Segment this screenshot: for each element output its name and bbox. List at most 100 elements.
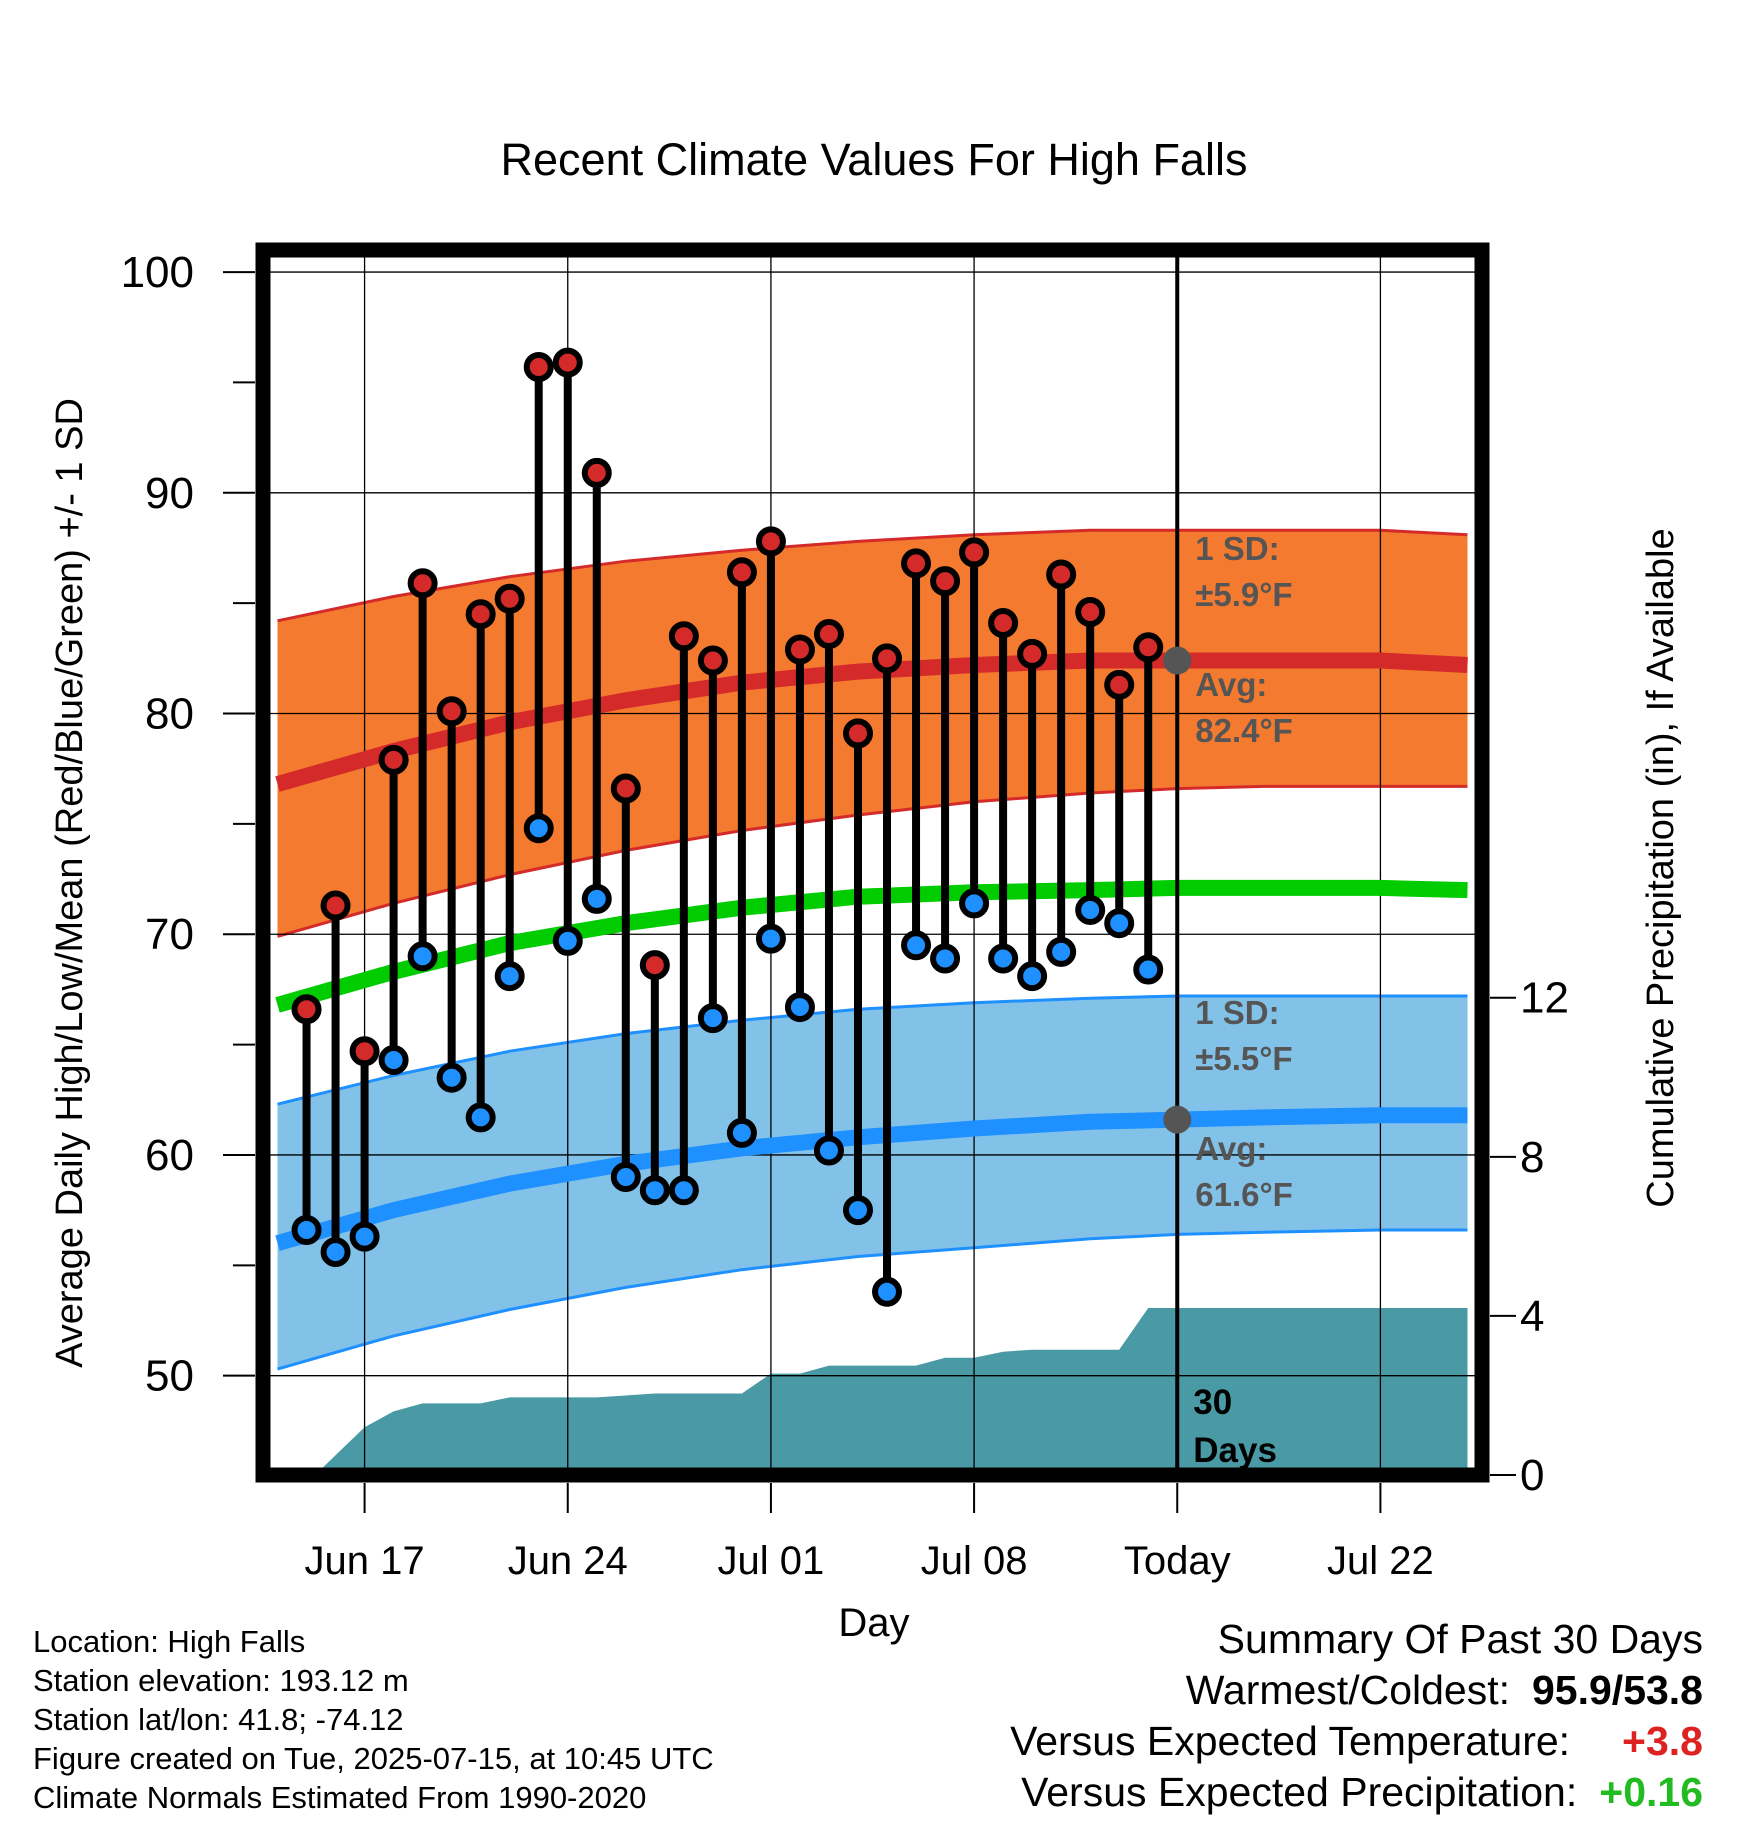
observed-low-point (639, 1175, 670, 1206)
summary-warm-cold-row: Warmest/Coldest: 95.9/53.8 (1010, 1665, 1703, 1716)
observed-high-point (465, 599, 496, 630)
observed-high-point (813, 619, 844, 650)
today-avg-low-marker (1163, 1105, 1192, 1134)
observed-high-point (552, 347, 583, 378)
low-sd-band-lower-edge (277, 1228, 1468, 1371)
observed-low-point (523, 813, 554, 844)
x-tick-label: Jul 01 (718, 1539, 825, 1583)
y2-axis-label: Cumulative Precipitation (in), If Availa… (1640, 528, 1682, 1207)
observed-high-point (726, 557, 757, 588)
observed-high-point (291, 994, 322, 1025)
observed-high-point (755, 526, 786, 557)
y-tick-label: 80 (145, 690, 194, 739)
observed-low-point (668, 1175, 699, 1206)
days-label: Days (1193, 1431, 1277, 1470)
summary-warm-cold-value: 95.9/53.8 (1532, 1667, 1703, 1713)
observed-high-point (407, 568, 438, 599)
x-tick-label: Jul 22 (1327, 1539, 1434, 1583)
today-avg-high-marker (1163, 646, 1192, 675)
y2-tick-label: 0 (1520, 1451, 1544, 1500)
observed-low-point (988, 943, 1019, 974)
observed-low-point (755, 923, 786, 954)
info-elevation: Station elevation: 193.12 m (33, 1663, 409, 1698)
observed-high-point (988, 608, 1019, 639)
normal-mean-line (275, 879, 1468, 1013)
observed-low-point (465, 1102, 496, 1133)
observed-low-point (842, 1195, 873, 1226)
observed-high-point (494, 583, 525, 614)
plot-area: 1 SD: ±5.9°F Avg: 82.4°F 1 SD: ±5.5°F Avg: 61.6… (121, 242, 1569, 1583)
observed-low-point (552, 925, 583, 956)
station-info: Location: High Falls Station elevation: … (33, 1622, 714, 1817)
days-count: 30 (1193, 1383, 1232, 1422)
high-sd-value: ±5.9°F (1195, 576, 1292, 613)
high-avg-label: Avg: (1195, 666, 1267, 703)
summary-warm-cold-label: Warmest/Coldest: (1185, 1667, 1510, 1713)
info-created: Figure created on Tue, 2025-07-15, at 10… (33, 1741, 714, 1776)
x-tick-label: Today (1124, 1539, 1231, 1583)
observed-high-point (1017, 638, 1048, 669)
observed-high-point (1133, 632, 1164, 663)
observed-low-point (1133, 954, 1164, 985)
low-sd-value: ±5.5°F (1195, 1040, 1292, 1077)
observed-high-point (668, 621, 699, 652)
observed-high-point (320, 890, 351, 921)
y-tick-label: 50 (145, 1352, 194, 1401)
observed-low-point (1046, 936, 1077, 967)
observed-low-point (872, 1276, 903, 1307)
info-location: Location: High Falls (33, 1624, 306, 1659)
observed-low-point (581, 883, 612, 914)
observed-high-point (1075, 596, 1106, 627)
observed-high-point (1104, 669, 1135, 700)
observed-high-point (378, 744, 409, 775)
observed-high-point (697, 645, 728, 676)
observed-high-point (872, 643, 903, 674)
observed-low-point (1017, 961, 1048, 992)
summary-temp-row: Versus Expected Temperature: +3.8 (1010, 1716, 1703, 1767)
x-tick-label: Jun 24 (508, 1539, 628, 1583)
high-avg-value: 82.4°F (1195, 712, 1293, 749)
info-latlon: Station lat/lon: 41.8; -74.12 (33, 1702, 404, 1737)
y2-tick-label: 12 (1520, 974, 1569, 1023)
plot-frame (255, 242, 1490, 1483)
observed-high-point (349, 1036, 380, 1067)
y-tick-label: 60 (145, 1131, 194, 1180)
observed-high-point (930, 566, 961, 597)
observed-low-point (1075, 894, 1106, 925)
y2-tick-label: 4 (1520, 1292, 1544, 1341)
low-sd-band (277, 996, 1468, 1370)
low-avg-value: 61.6°F (1195, 1176, 1293, 1213)
y-tick-label: 70 (145, 910, 194, 959)
observed-high-point (523, 351, 554, 382)
observed-low-point (320, 1237, 351, 1268)
observed-low-point (813, 1135, 844, 1166)
info-normals: Climate Normals Estimated From 1990-2020 (33, 1780, 647, 1815)
observed-high-point (581, 457, 612, 488)
low-sd-band-upper-edge (277, 994, 1468, 1106)
x-tick-label: Jun 17 (305, 1539, 425, 1583)
y-axis-label: Average Daily High/Low/Mean (Red/Blue/Gr… (49, 398, 91, 1368)
low-avg-label: Avg: (1195, 1130, 1267, 1167)
summary-precip-row: Versus Expected Precipitation: +0.16 (1010, 1767, 1703, 1818)
observed-low-point (1104, 908, 1135, 939)
observed-low-point (436, 1062, 467, 1093)
x-tick-label: Jul 08 (921, 1539, 1028, 1583)
observed-high-point (842, 718, 873, 749)
observed-low-point (784, 992, 815, 1023)
precip-area (315, 1308, 1468, 1475)
high-sd-band-upper-edge (277, 528, 1468, 623)
chart-title: Recent Climate Values For High Falls (501, 134, 1248, 185)
summary-title: Summary Of Past 30 Days (1217, 1616, 1703, 1662)
observed-low-point (610, 1162, 641, 1193)
y2-tick-label: 8 (1520, 1133, 1544, 1182)
observed-low-point (291, 1215, 322, 1245)
observed-low-point (378, 1045, 409, 1076)
y-tick-label: 90 (145, 469, 194, 518)
observed-low-point (697, 1003, 728, 1034)
observed-low-point (901, 930, 932, 961)
observed-low-point (930, 943, 961, 974)
observed-low-point (494, 961, 525, 992)
observed-high-point (901, 548, 932, 579)
observed-high-point (639, 950, 670, 981)
